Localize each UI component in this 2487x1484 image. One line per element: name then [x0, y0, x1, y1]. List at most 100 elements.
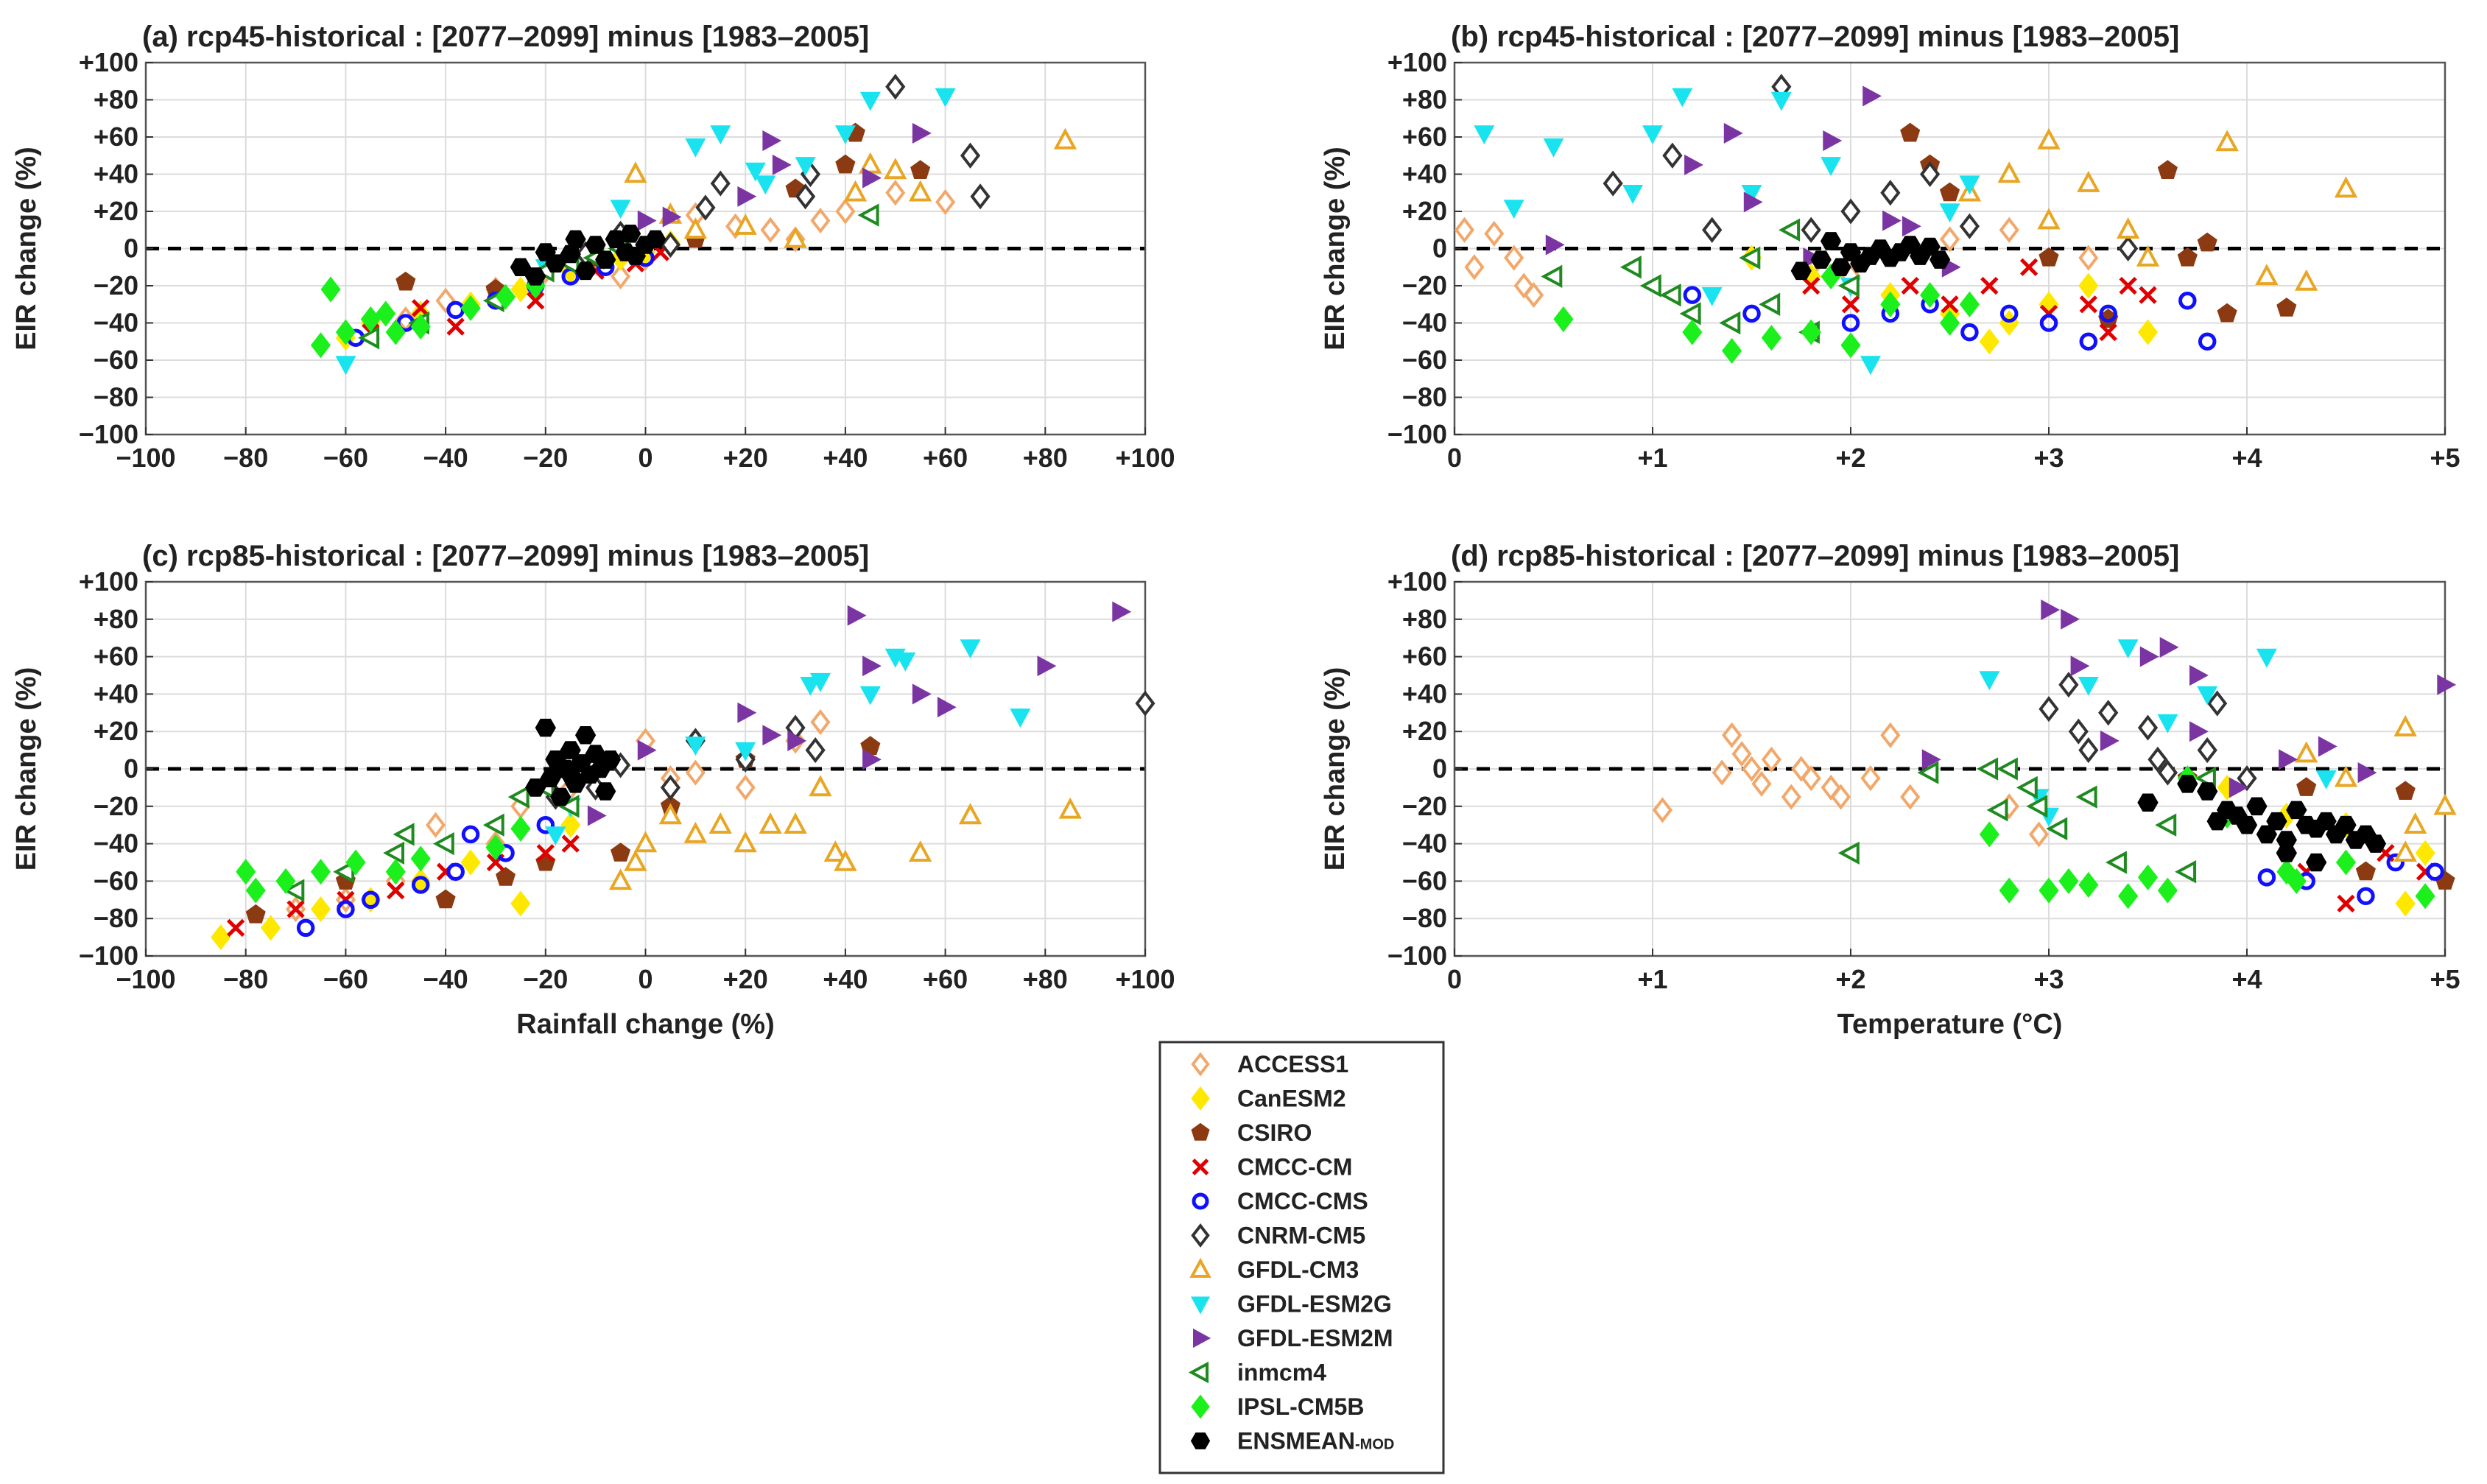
panel-a-ytick-label: 0: [124, 233, 138, 264]
panel-c-point-csiro: [435, 889, 456, 909]
panel-b-point-cmcc-cms: [1841, 314, 1860, 332]
panel-c-point-gfdl-esm2m: [862, 655, 882, 677]
panel-d-point-ensmean: [2276, 844, 2297, 862]
panel-d-point-inmcm4: [2075, 785, 2097, 809]
panel-b-series-cmcc-cms: [1683, 286, 2217, 351]
panel-a-xtick-label: −40: [423, 443, 468, 473]
panel-a-point-ensmean: [585, 236, 606, 254]
panel-d-ytick-label: +20: [1402, 716, 1447, 746]
panel-c-point-gfdl-cm3: [759, 812, 782, 834]
panel-c-point-gfdl-esm2m: [1112, 601, 1132, 622]
panel-d-point-ipsl-cm5b: [2415, 883, 2435, 910]
panel-d-xtick-label: +1: [1637, 964, 1667, 994]
panel-b-ylabel: EIR change (%): [1320, 147, 1351, 351]
legend-marker-gfdl-esm2g: [1190, 1296, 1211, 1315]
panel-d-series-gfdl-esm2g: [1979, 639, 2337, 827]
panel-a-point-gfdl-esm2g: [795, 157, 816, 176]
panel-d-series-access1: [1652, 722, 2050, 848]
panel-d-point-cnrm-cm5: [2137, 714, 2159, 741]
panel-c-point-csiro: [496, 867, 516, 886]
panel-d-ytick-label: −80: [1402, 903, 1447, 933]
panel-b-point-gfdl-cm3: [2136, 245, 2160, 267]
panel-c-point-gfdl-esm2m: [862, 749, 882, 770]
panel-c-point-cmcc-cms: [446, 862, 465, 881]
panel-d-point-inmcm4: [1917, 761, 1939, 784]
panel-b-point-gfdl-cm3: [2037, 208, 2061, 230]
panel-c-point-cmcc-cms: [536, 815, 555, 834]
legend-marker-cmcc-cm: [1192, 1158, 1209, 1175]
panel-d-point-access1: [1781, 784, 1801, 810]
panel-d-point-access1: [1761, 746, 1782, 773]
panel-b-point-csiro: [1939, 182, 1960, 202]
legend-label-gfdl-cm3: GFDL-CM3: [1237, 1256, 1359, 1283]
panel-b-series-gfdl-cm3: [1957, 127, 2358, 291]
panel-d-point-inmcm4: [1997, 757, 2018, 781]
panel-c-point-ensmean: [560, 765, 581, 784]
legend-label-cmcc-cms: CMCC-CMS: [1237, 1188, 1368, 1214]
panel-d-point-ensmean: [2365, 834, 2387, 853]
panel-a-point-gfdl-esm2g: [685, 138, 706, 158]
panel-a-point-access1: [835, 198, 856, 225]
panel-c-point-gfdl-cm3: [608, 868, 633, 890]
panel-d-point-access1: [1900, 784, 1921, 810]
panel-c-point-gfdl-cm3: [1058, 797, 1082, 819]
legend-entry-gfdl-esm2m: GFDL-ESM2M: [1193, 1325, 1393, 1351]
panel-d-point-ensmean: [2137, 793, 2159, 812]
panel-c-point-gfdl-esm2m: [1037, 655, 1057, 677]
panel-a-point-gfdl-esm2m: [737, 186, 757, 207]
panel-b-point-cmcc-cms: [2178, 291, 2197, 310]
panel-d-point-gfdl-esm2g: [2256, 648, 2277, 668]
panel-d-point-access1: [1721, 722, 1742, 748]
panel-b-point-cmcc-cms: [1742, 304, 1761, 323]
panel-b-point-cnrm-cm5: [1801, 217, 1821, 243]
panel-c-point-ensmean: [550, 787, 571, 806]
panel-c-ytick-label: −40: [94, 829, 138, 859]
panel-a-point-ensmean: [510, 258, 532, 276]
panel-c-point-cmcc-cm: [387, 881, 405, 900]
panel-b-xtick-label: +5: [2430, 443, 2460, 473]
legend-marker-gfdl-cm3: [1189, 1257, 1211, 1278]
panel-d-point-gfdl-esm2m: [2159, 636, 2179, 658]
panel-d-point-cnrm-cm5: [2098, 700, 2119, 726]
legend-marker-cnrm-cm5: [1191, 1223, 1210, 1248]
panel-c-series-cmcc-cms: [296, 815, 555, 938]
panel-c-point-ipsl-cm5b: [275, 868, 296, 894]
panel-d-point-csiro: [2296, 777, 2317, 796]
panel-b-point-gfdl-esm2g: [1642, 125, 1663, 144]
panel-b-point-ipsl-cm5b: [1840, 332, 1861, 359]
panel-a-point-cmcc-cm: [412, 299, 430, 317]
panel-b-point-cmcc-cm: [2079, 295, 2097, 314]
panel-b-point-gfdl-cm3: [1997, 161, 2021, 183]
panel-c-point-csiro: [245, 904, 266, 924]
panel-b-ytick-label: −80: [1402, 382, 1447, 412]
panel-a-xtick-label: 0: [638, 443, 652, 473]
panel-c-point-gfdl-esm2g: [735, 742, 756, 762]
panel-b-point-cmcc-cms: [1683, 286, 1702, 304]
panel-b-point-gfdl-esm2g: [1672, 88, 1693, 108]
panel-c-point-cmcc-cm: [561, 834, 580, 853]
panel-b-ytick-label: 0: [1432, 233, 1447, 264]
panel-d-point-ensmean: [2236, 815, 2258, 834]
panel-a-point-gfdl-cm3: [683, 217, 708, 239]
panel-d-point-ensmean: [2197, 782, 2218, 801]
panel-b-point-gfdl-esm2g: [1503, 200, 1524, 219]
panel-b-point-gfdl-esm2m: [1743, 191, 1763, 213]
panel-a-point-cmcc-cm: [446, 317, 465, 336]
panel-a-title: (a) rcp45-historical : [2077–2099] minus…: [142, 21, 869, 53]
panel-d-ytick-label: +40: [1402, 678, 1447, 708]
panel-c-point-ensmean: [540, 769, 561, 787]
panel-c-point-gfdl-esm2g: [685, 736, 706, 756]
panel-b-point-cmcc-cms: [2198, 332, 2217, 351]
panel-c-xtick-label: +20: [723, 964, 768, 994]
panel-b-point-access1: [2078, 245, 2099, 271]
panel-c-point-gfdl-cm3: [784, 812, 807, 834]
panel-d-xtick-label: +5: [2430, 964, 2460, 994]
panel-a-point-gfdl-esm2m: [772, 154, 792, 175]
panel-d-point-inmcm4: [1837, 841, 1860, 865]
panel-a-point-ipsl-cm5b: [385, 319, 406, 345]
panel-c-title: (c) rcp85-historical : [2077–2099] minus…: [142, 540, 869, 572]
legend-entry-ensmean: ENSMEAN-MOD: [1190, 1428, 1394, 1455]
panel-c-point-cnrm-cm5: [1135, 690, 1155, 717]
panel-c-point-ipsl-cm5b: [510, 815, 531, 842]
panel-c-xlabel: Rainfall change (%): [516, 1009, 775, 1040]
